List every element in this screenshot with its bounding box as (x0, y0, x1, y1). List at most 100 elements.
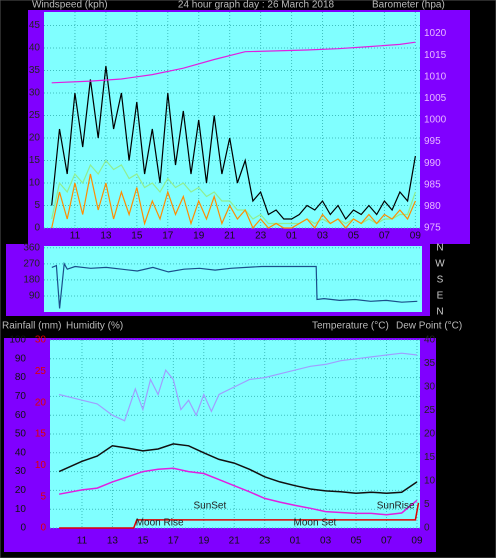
y2-tick-label: 1005 (424, 93, 447, 104)
series-line (58, 467, 418, 516)
y-tick-label: 40 (15, 447, 27, 458)
series-line (58, 443, 418, 494)
y-tick-label: 20 (29, 133, 41, 144)
x-tick-label: 01 (290, 536, 302, 547)
x-tick-label: 17 (168, 536, 180, 547)
x-tick-label: 19 (193, 231, 205, 242)
y3-tick-label: 25 (35, 366, 47, 377)
y2-tick-label: W (435, 258, 445, 269)
y3-tick-label: 10 (35, 460, 47, 471)
x-tick-label: 23 (259, 536, 271, 547)
y3-tick-label: 0 (40, 523, 46, 534)
y3-tick-label: 30 (35, 335, 47, 346)
y2-tick-label: E (437, 291, 444, 302)
y2-tick-label: 25 (424, 405, 436, 416)
y2-tick-label: N (436, 307, 443, 318)
x-tick-label: 15 (137, 536, 149, 547)
x-tick-label: 03 (317, 231, 329, 242)
y2-tick-label: 1020 (424, 28, 447, 39)
y-tick-label: 25 (29, 110, 41, 121)
y-tick-label: 20 (15, 485, 27, 496)
x-tick-label: 19 (198, 536, 210, 547)
series-line (58, 352, 418, 422)
annotation: SunSet (193, 501, 226, 512)
header-label: Dew Point (°C) (396, 321, 462, 332)
header-label: Temperature (°C) (312, 321, 389, 332)
y-tick-label: 10 (15, 504, 27, 515)
y2-tick-label: 995 (424, 136, 441, 147)
y2-tick-label: 0 (424, 523, 430, 534)
y2-tick-label: 975 (424, 223, 441, 234)
header-label: Windspeed (kph) (32, 0, 108, 11)
plot-area (44, 246, 422, 312)
x-tick-label: 01 (286, 231, 298, 242)
x-tick-label: 21 (229, 536, 241, 547)
plot-area (50, 340, 420, 528)
series-line (51, 65, 416, 221)
y-tick-label: 0 (20, 523, 26, 534)
y-tick-label: 360 (23, 242, 40, 253)
header-label: Rainfall (mm) (2, 321, 61, 332)
y3-tick-label: 20 (35, 397, 47, 408)
y-tick-label: 40 (29, 43, 41, 54)
x-tick-label: 05 (348, 231, 360, 242)
x-tick-label: 07 (381, 536, 393, 547)
y3-tick-label: 15 (35, 429, 47, 440)
y2-tick-label: 35 (424, 358, 436, 369)
annotation: Moon Rise (136, 518, 184, 529)
y3-tick-label: 5 (40, 491, 46, 502)
plot-area (44, 12, 420, 228)
x-tick-label: 13 (100, 231, 112, 242)
x-tick-label: 03 (320, 536, 332, 547)
x-tick-label: 05 (350, 536, 362, 547)
y2-tick-label: N (436, 242, 443, 253)
y2-tick-label: 10 (424, 476, 436, 487)
y-tick-label: 45 (29, 20, 41, 31)
y-tick-label: 180 (23, 275, 40, 286)
x-tick-label: 07 (379, 231, 391, 242)
x-tick-label: 15 (131, 231, 143, 242)
annotation: SunRise (377, 501, 415, 512)
y-tick-label: 35 (29, 65, 41, 76)
y-tick-label: 60 (15, 410, 27, 421)
y-tick-label: 80 (15, 372, 27, 383)
y2-tick-label: 980 (424, 201, 441, 212)
y2-tick-label: 5 (424, 499, 430, 510)
y-tick-label: 70 (15, 391, 27, 402)
y-tick-label: 5 (34, 200, 40, 211)
y-tick-label: 30 (15, 466, 27, 477)
y2-tick-label: 15 (424, 452, 436, 463)
x-tick-label: 09 (410, 231, 422, 242)
x-tick-label: 21 (224, 231, 236, 242)
annotation: Moon Set (294, 518, 337, 529)
x-tick-label: 23 (255, 231, 267, 242)
y-tick-label: 30 (29, 88, 41, 99)
y2-tick-label: S (437, 275, 444, 286)
series-line (51, 261, 418, 309)
x-tick-label: 09 (411, 536, 423, 547)
header-label: 24 hour graph day : 26 March 2018 (178, 0, 335, 11)
y2-tick-label: 1015 (424, 50, 447, 61)
x-tick-label: 17 (162, 231, 174, 242)
series-line (51, 173, 416, 230)
x-tick-label: 13 (107, 536, 119, 547)
y2-tick-label: 1000 (424, 115, 447, 126)
y2-tick-label: 30 (424, 382, 436, 393)
y-tick-label: 50 (15, 429, 27, 440)
y2-tick-label: 1010 (424, 71, 447, 82)
x-tick-label: 11 (77, 536, 88, 547)
y-tick-label: 10 (29, 178, 41, 189)
y2-tick-label: 40 (424, 335, 436, 346)
y-tick-label: 0 (34, 223, 40, 234)
x-tick-label: 11 (70, 231, 81, 242)
y-tick-label: 90 (29, 291, 41, 302)
y-tick-label: 270 (23, 258, 40, 269)
y-tick-label: 15 (29, 155, 41, 166)
series-line (51, 41, 416, 84)
series-line (59, 502, 420, 529)
y-tick-label: 100 (9, 335, 26, 346)
y-tick-label: 90 (15, 353, 27, 364)
y2-tick-label: 985 (424, 179, 441, 190)
